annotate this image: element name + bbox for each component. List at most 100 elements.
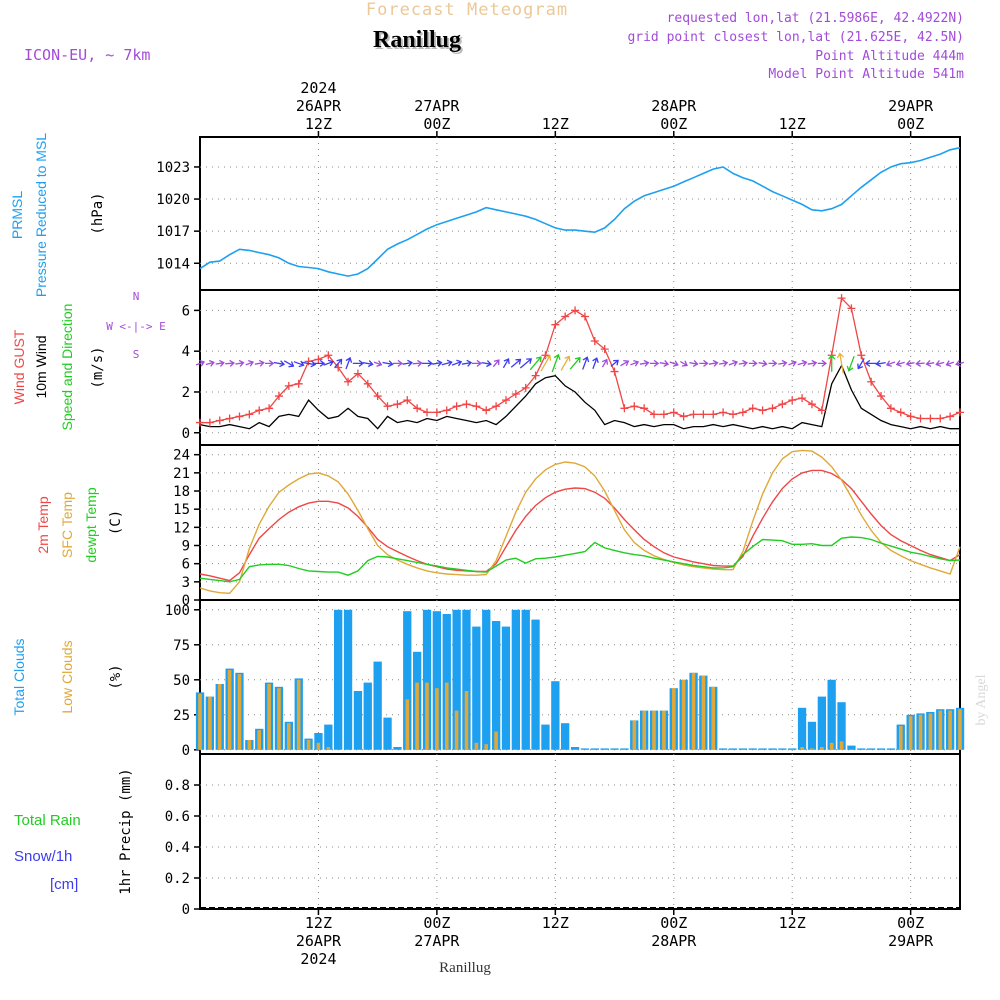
wind-direction-arrow bbox=[945, 360, 955, 367]
total-cloud-bar bbox=[719, 748, 728, 750]
wind-direction-arrow bbox=[955, 360, 964, 367]
wind-direction-arrow bbox=[758, 360, 768, 367]
y-tick-label: 6 bbox=[182, 557, 190, 573]
gust-marker bbox=[936, 414, 945, 423]
low-cloud-bar bbox=[267, 684, 271, 750]
wind-direction-arrow bbox=[392, 359, 403, 367]
low-cloud-bar bbox=[948, 710, 952, 750]
wind-direction-arrow bbox=[510, 358, 522, 368]
wind-direction-arrow bbox=[245, 359, 255, 367]
low-cloud-bar bbox=[435, 688, 439, 750]
gust-marker bbox=[344, 377, 353, 386]
bottom-time-label: 00Z bbox=[660, 914, 687, 932]
top-time-label: 12Z bbox=[542, 115, 569, 133]
gust-marker bbox=[896, 408, 905, 417]
gust-marker bbox=[719, 408, 728, 417]
wind-direction-arrow bbox=[846, 355, 855, 372]
sfc-temp-line bbox=[199, 449, 961, 595]
wind-direction-arrow bbox=[422, 359, 433, 367]
top-time-label: 2024 bbox=[300, 79, 336, 97]
wind-direction-arrow bbox=[864, 359, 877, 367]
gust-marker bbox=[679, 412, 688, 421]
y-tick-label: 0.2 bbox=[165, 871, 190, 887]
total-cloud-bar bbox=[778, 748, 787, 750]
y-tick-label: 21 bbox=[173, 466, 190, 482]
y-tick-label: 0 bbox=[182, 426, 190, 442]
low-cloud-bar bbox=[652, 710, 656, 750]
low-cloud-bar bbox=[938, 710, 943, 750]
bottom-time-label: 27APR bbox=[414, 932, 460, 950]
gust-marker bbox=[877, 392, 886, 401]
wind-direction-arrow bbox=[659, 360, 670, 367]
top-time-label: 28APR bbox=[651, 97, 697, 115]
low-cloud-bar bbox=[642, 710, 646, 750]
total-cloud-bar bbox=[797, 707, 807, 750]
bottom-time-label: 28APR bbox=[651, 932, 697, 950]
wind-direction-arrow bbox=[373, 360, 383, 367]
panel-label: Low Clouds bbox=[59, 640, 75, 713]
total-cloud-bar bbox=[827, 679, 836, 750]
total-cloud-bar bbox=[531, 619, 540, 750]
point-altitude: Point Altitude 444m bbox=[815, 49, 964, 64]
panel-label: Speed and Direction bbox=[59, 304, 75, 431]
total-cloud-bar bbox=[353, 691, 363, 750]
low-cloud-bar bbox=[306, 740, 311, 750]
total-cloud-bar bbox=[422, 609, 432, 750]
y-tick-label: 3 bbox=[182, 575, 190, 591]
wind-direction-arrow bbox=[875, 360, 886, 368]
wind-direction-arrow bbox=[748, 359, 758, 367]
wind-direction-arrow bbox=[471, 359, 482, 367]
low-cloud-bar bbox=[316, 742, 321, 750]
low-cloud-bar bbox=[711, 686, 715, 750]
total-cloud-bar bbox=[472, 626, 481, 750]
low-cloud-bar bbox=[425, 682, 429, 750]
low-cloud-bar bbox=[326, 747, 331, 750]
wind-direction-arrow bbox=[630, 359, 640, 367]
gust-marker bbox=[373, 392, 382, 401]
wind-speed-line bbox=[199, 363, 960, 430]
total-cloud-bar bbox=[738, 748, 747, 750]
wind-direction-arrow bbox=[620, 359, 630, 367]
low-cloud-bar bbox=[701, 675, 706, 750]
total-cloud-bar bbox=[788, 748, 797, 750]
gust-marker bbox=[245, 410, 254, 419]
gust-marker bbox=[709, 410, 718, 419]
wind-direction-arrow bbox=[592, 357, 599, 370]
y-tick-label: 0.8 bbox=[165, 778, 190, 794]
y-tick-label: 25 bbox=[173, 708, 190, 724]
top-time-label: 29APR bbox=[888, 97, 934, 115]
low-cloud-bar bbox=[208, 696, 212, 750]
panel-5: 0 0.2 0.4 0.6 0.8 1hr Precip (mm) Total Rain Sn… bbox=[14, 753, 961, 918]
bottom-time-label: 00Z bbox=[897, 914, 924, 932]
gust-marker bbox=[946, 412, 955, 421]
wind-direction-arrow bbox=[788, 359, 797, 367]
low-cloud-bar bbox=[691, 672, 696, 750]
low-cloud-bar bbox=[464, 691, 469, 750]
gust-marker bbox=[837, 294, 846, 303]
total-cloud-bar bbox=[314, 733, 323, 750]
wind-direction-arrow bbox=[254, 359, 265, 367]
gust-marker bbox=[956, 408, 964, 417]
wind-direction-arrow bbox=[205, 359, 215, 367]
gust-marker bbox=[432, 408, 441, 417]
total-cloud-bar bbox=[580, 748, 590, 750]
wind-direction-arrow bbox=[323, 359, 334, 367]
gust-marker bbox=[630, 402, 639, 411]
total-cloud-bar bbox=[837, 702, 846, 750]
total-cloud-bar bbox=[728, 748, 738, 750]
y-tick-label: 15 bbox=[173, 502, 190, 518]
wind-direction-arrow bbox=[778, 359, 788, 367]
y-tick-label: 4 bbox=[182, 344, 190, 360]
gust-marker bbox=[225, 414, 234, 423]
low-cloud-bar bbox=[287, 723, 291, 750]
wind-direction-arrow bbox=[895, 360, 905, 367]
total-cloud-bar bbox=[363, 682, 372, 750]
total-cloud-bar bbox=[551, 681, 560, 750]
gust-marker bbox=[413, 404, 422, 413]
compass-we: W <-|-> E bbox=[106, 320, 166, 333]
panel-1: 1014 1017 1020 1023 (hPa) PRMSL Pressure Reduc… bbox=[9, 133, 961, 297]
gust-marker bbox=[778, 400, 787, 409]
total-cloud-bar bbox=[876, 748, 886, 750]
